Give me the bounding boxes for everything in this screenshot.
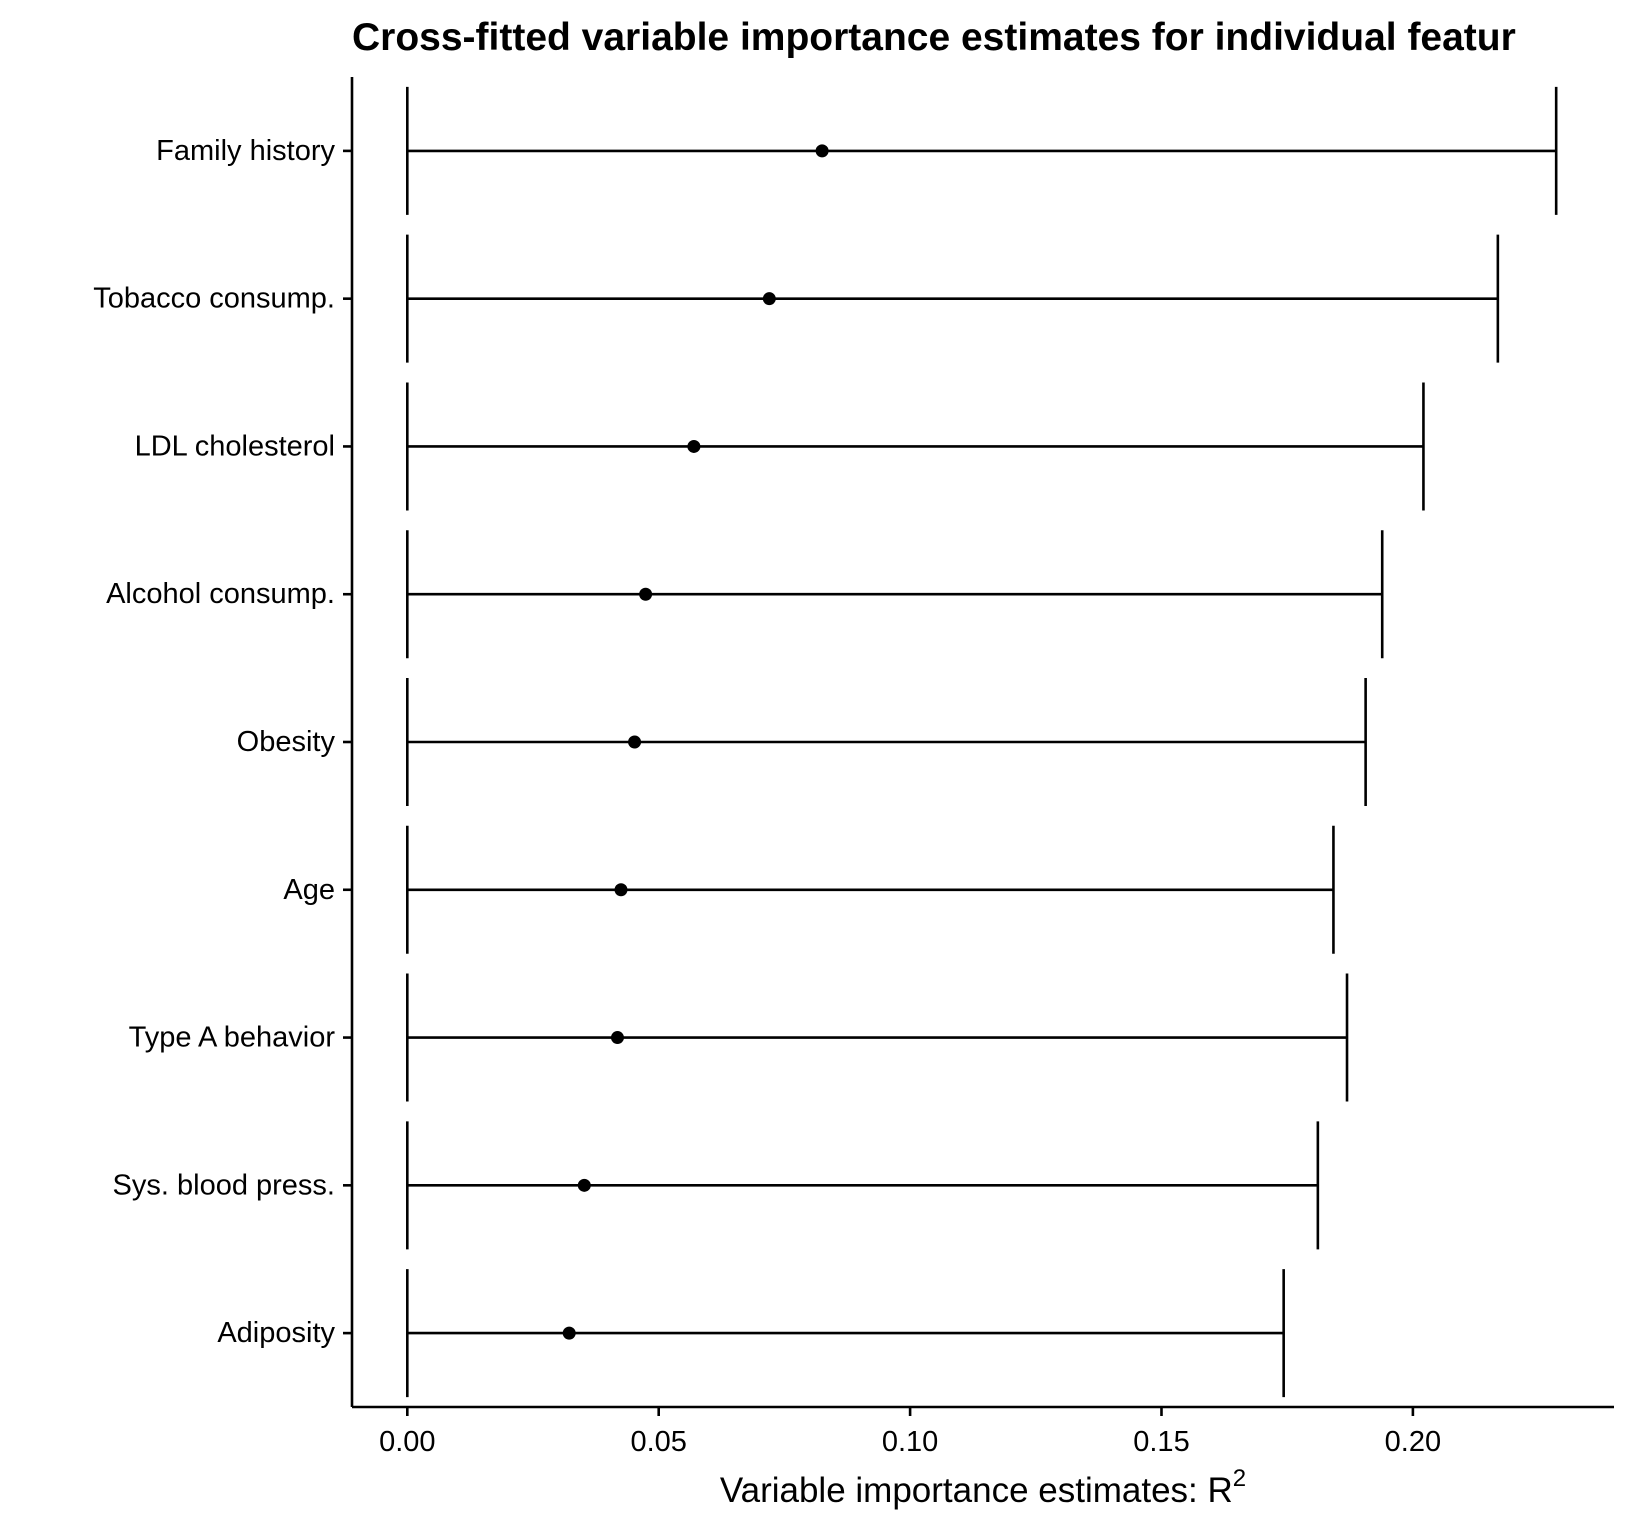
x-tick-label-0.10: 0.10 [882,1426,938,1458]
estimate-point-ldl-cholesterol [687,439,701,453]
y-tick-label-adiposity: Adiposity [217,1317,335,1349]
estimate-point-adiposity [562,1326,576,1340]
x-tick-label-0.00: 0.00 [379,1426,435,1458]
y-tick-label-ldl-cholesterol: LDL cholesterol [135,430,335,462]
point-estimates [562,144,829,1340]
estimate-point-family-history [815,144,829,158]
estimate-point-obesity [628,735,642,749]
chart-title: Cross-fitted variable importance estimat… [352,16,1516,59]
estimate-point-sys-blood-press [577,1178,591,1192]
y-tick-label-age: Age [283,874,335,906]
y-tick-label-family-history: Family history [156,135,335,167]
plot-area [350,77,1614,1409]
x-tick-label-0.20: 0.20 [1385,1426,1441,1458]
confidence-intervals [406,86,1558,1398]
y-tick-label-obesity: Obesity [237,726,336,758]
y-tick-label-type-a-behavior: Type A behavior [129,1022,336,1054]
y-axis-ticks: Family history Tobacco consump. LDL choles… [93,135,352,1349]
estimate-point-alcohol-consump [639,587,653,601]
y-tick-label-sys-blood-press: Sys. blood press. [113,1169,335,1201]
x-axis-title-superscript: 2 [1233,1465,1246,1492]
x-tick-label-0.05: 0.05 [630,1426,686,1458]
estimate-point-tobacco-consump [762,292,776,306]
y-tick-label-tobacco-consump: Tobacco consump. [93,283,335,315]
y-tick-label-alcohol-consump: Alcohol consump. [106,578,335,610]
estimate-point-age [614,883,628,897]
x-tick-label-0.15: 0.15 [1133,1426,1189,1458]
x-axis-title-text: Variable importance estimates: R [720,1471,1233,1510]
x-axis-title: Variable importance estimates: R2 [720,1465,1246,1510]
x-axis-ticks: 0.00 0.05 0.10 0.15 0.20 [379,1407,1441,1458]
estimate-point-type-a-behavior [610,1031,624,1045]
